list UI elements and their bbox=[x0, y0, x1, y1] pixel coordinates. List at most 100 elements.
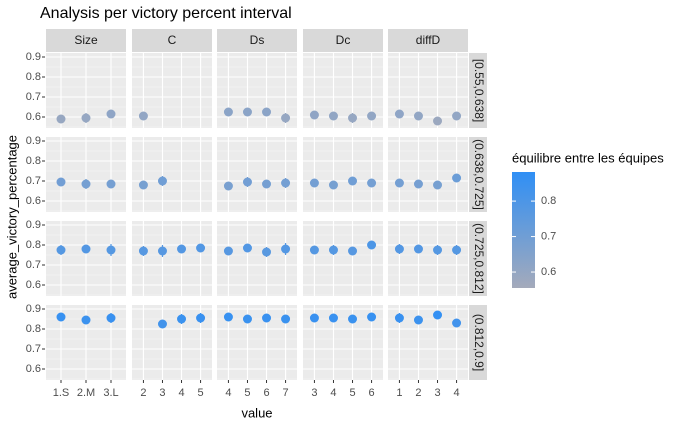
point bbox=[452, 173, 462, 183]
point bbox=[138, 111, 148, 121]
panel bbox=[132, 221, 212, 296]
x-tick-label: 3 bbox=[434, 387, 440, 399]
point bbox=[433, 180, 443, 190]
point bbox=[81, 244, 91, 254]
x-tick-label: 4 bbox=[330, 387, 336, 399]
x-axis-label: value bbox=[241, 405, 272, 420]
point bbox=[433, 245, 443, 255]
point bbox=[56, 312, 66, 322]
point bbox=[157, 319, 167, 329]
x-tick-label: 3 bbox=[311, 387, 317, 399]
row-label: [0.55,0.638] bbox=[472, 59, 486, 122]
point bbox=[81, 113, 91, 123]
point bbox=[106, 245, 116, 255]
point bbox=[367, 111, 377, 121]
point bbox=[452, 111, 462, 121]
point bbox=[394, 178, 404, 188]
point bbox=[394, 313, 404, 323]
point bbox=[242, 107, 252, 117]
panel bbox=[132, 137, 212, 212]
point bbox=[328, 245, 338, 255]
point bbox=[56, 245, 66, 255]
y-tick-label: 0.7 bbox=[26, 343, 41, 355]
point bbox=[348, 113, 358, 123]
y-tick-label: 0.9 bbox=[26, 135, 41, 147]
point bbox=[138, 246, 148, 256]
y-tick-label: 0.9 bbox=[26, 219, 41, 231]
facet-label: C bbox=[168, 33, 177, 47]
panel bbox=[303, 137, 383, 212]
y-tick-label: 0.7 bbox=[26, 259, 41, 271]
y-tick-label: 0.9 bbox=[26, 51, 41, 63]
x-tick-label: 5 bbox=[198, 387, 204, 399]
y-tick-label: 0.8 bbox=[26, 323, 41, 335]
point bbox=[157, 246, 167, 256]
point bbox=[281, 113, 291, 123]
facet-strip bbox=[217, 29, 297, 52]
x-tick-label: 6 bbox=[263, 387, 269, 399]
chart-title: Analysis per victory percent interval bbox=[40, 5, 292, 22]
point bbox=[262, 313, 272, 323]
facet-strip bbox=[303, 29, 383, 52]
x-tick-label: 6 bbox=[369, 387, 375, 399]
x-tick-label: 4 bbox=[178, 387, 184, 399]
x-tick-label: 1.S bbox=[53, 387, 70, 399]
y-tick-label: 0.6 bbox=[26, 195, 41, 207]
point bbox=[413, 244, 423, 254]
y-tick-label: 0.6 bbox=[26, 363, 41, 375]
x-tick-label: 5 bbox=[349, 387, 355, 399]
facet-strip bbox=[132, 29, 212, 52]
point bbox=[138, 180, 148, 190]
x-tick-label: 2.M bbox=[77, 387, 95, 399]
legend-tick-label: 0.6 bbox=[541, 266, 556, 278]
point bbox=[262, 107, 272, 117]
point bbox=[262, 247, 272, 257]
point bbox=[177, 244, 187, 254]
point bbox=[452, 245, 462, 255]
point bbox=[452, 318, 462, 328]
point bbox=[223, 181, 233, 191]
legend-title: équilibre entre les équipes bbox=[512, 150, 664, 165]
point bbox=[56, 177, 66, 187]
point bbox=[281, 178, 291, 188]
x-tick-label: 4 bbox=[454, 387, 460, 399]
y-tick-label: 0.7 bbox=[26, 175, 41, 187]
point bbox=[223, 246, 233, 256]
point bbox=[328, 111, 338, 121]
point bbox=[242, 177, 252, 187]
point bbox=[223, 107, 233, 117]
facet-strip bbox=[46, 29, 126, 52]
point bbox=[281, 314, 291, 324]
point bbox=[196, 243, 206, 253]
x-tick-label: 5 bbox=[244, 387, 250, 399]
y-tick-label: 0.8 bbox=[26, 71, 41, 83]
y-tick-label: 0.9 bbox=[26, 303, 41, 315]
point bbox=[367, 312, 377, 322]
point bbox=[223, 312, 233, 322]
point bbox=[309, 178, 319, 188]
point bbox=[309, 313, 319, 323]
point bbox=[196, 313, 206, 323]
x-tick-label: 3.L bbox=[103, 387, 118, 399]
x-tick-label: 2 bbox=[140, 387, 146, 399]
point bbox=[328, 180, 338, 190]
row-label: (0.638,0.725] bbox=[472, 139, 486, 210]
facet-label: diffD bbox=[416, 33, 441, 47]
point bbox=[81, 179, 91, 189]
legend-tick-label: 0.8 bbox=[541, 195, 556, 207]
point bbox=[413, 179, 423, 189]
point bbox=[309, 245, 319, 255]
point bbox=[348, 176, 358, 186]
x-tick-label: 1 bbox=[396, 387, 402, 399]
point bbox=[81, 315, 91, 325]
point bbox=[157, 176, 167, 186]
x-tick-label: 3 bbox=[159, 387, 165, 399]
facet-strip bbox=[388, 29, 468, 52]
point bbox=[413, 315, 423, 325]
row-label: (0.812,0.9] bbox=[472, 314, 486, 371]
point bbox=[433, 310, 443, 320]
y-tick-label: 0.8 bbox=[26, 155, 41, 167]
point bbox=[394, 109, 404, 119]
point bbox=[56, 114, 66, 124]
